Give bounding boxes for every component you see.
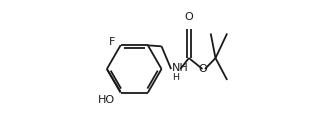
- Text: O: O: [184, 12, 193, 22]
- Text: O: O: [198, 64, 207, 74]
- Text: H: H: [172, 73, 179, 82]
- Text: F: F: [109, 37, 115, 47]
- Text: NH: NH: [171, 63, 188, 73]
- Text: HO: HO: [98, 95, 116, 105]
